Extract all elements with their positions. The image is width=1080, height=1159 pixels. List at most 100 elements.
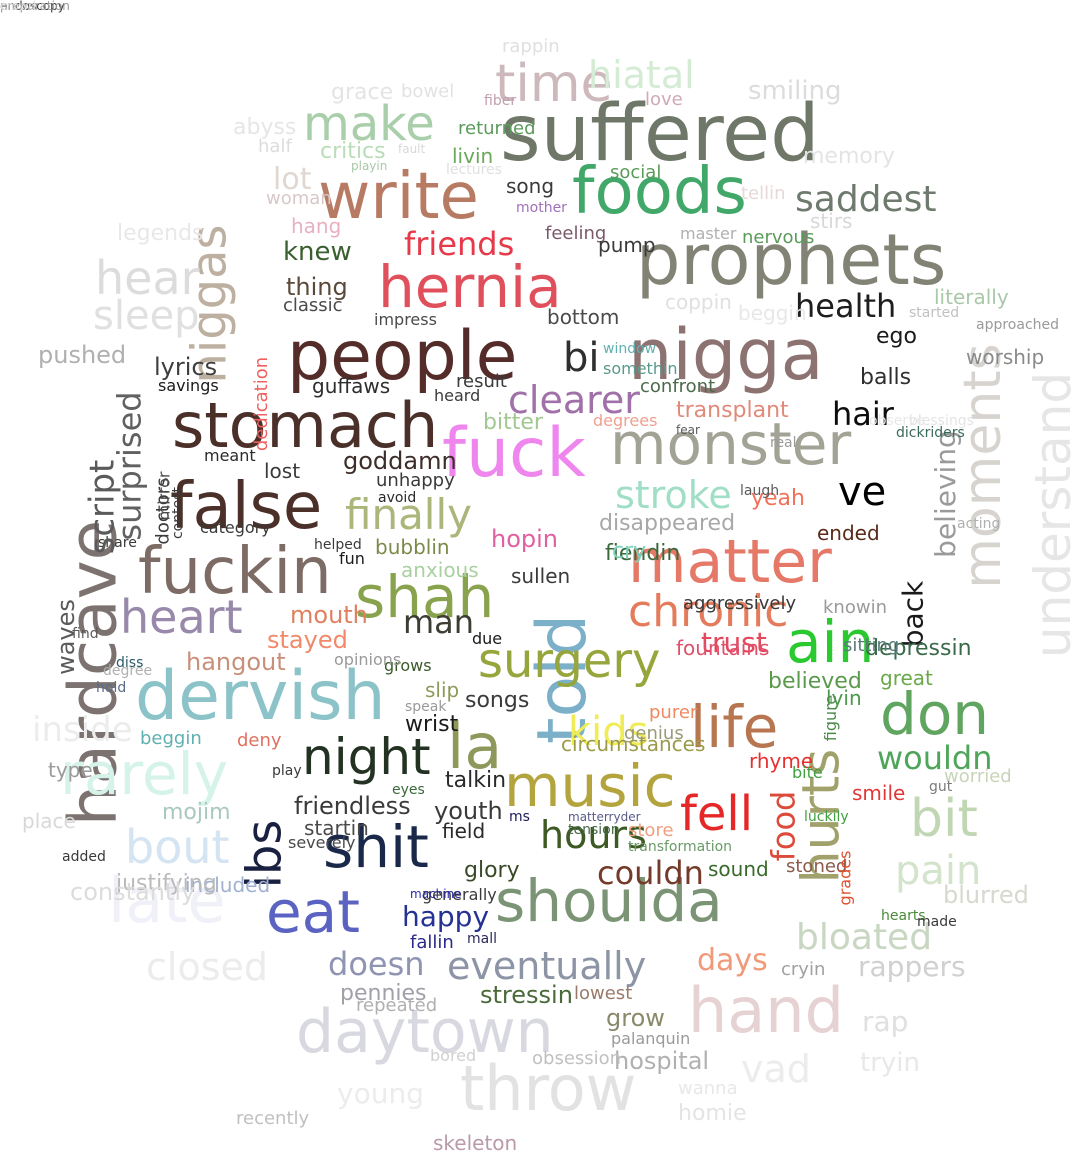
word-sound: sound — [708, 857, 769, 881]
word-rhyme: rhyme — [749, 749, 814, 773]
word-contest: contest — [170, 486, 187, 540]
word-write: write — [318, 160, 479, 234]
word-fiendin: fiendin — [605, 541, 681, 566]
word-grades: grades — [835, 850, 855, 906]
word-hours: hours — [540, 813, 647, 857]
word-anxious: anxious — [401, 558, 479, 582]
word-grows: grows — [384, 656, 432, 675]
word-stressin: stressin — [480, 981, 573, 1009]
word-purer: purer — [649, 702, 698, 723]
word-pushed: pushed — [38, 341, 127, 369]
word-bi: bi — [563, 335, 600, 381]
word-closed: closed — [146, 945, 268, 989]
word-fuckin: fuckin — [138, 535, 332, 609]
word-sullen: sullen — [511, 564, 571, 588]
word-heart: heart — [120, 590, 243, 644]
word-laugh: laugh — [740, 483, 780, 499]
word-yeah: yeah — [751, 486, 805, 511]
word-foods: foods — [572, 155, 747, 229]
word-young: young — [337, 1077, 424, 1110]
word-hopin: hopin — [491, 525, 559, 553]
word-palanquin: palanquin — [611, 1029, 691, 1048]
word-legends: legends — [117, 221, 204, 246]
word-bottom: bottom — [547, 305, 620, 329]
word-helped: helped — [314, 537, 362, 553]
word-people: people — [287, 317, 518, 396]
word-hearts: hearts — [881, 908, 926, 924]
word-repeated: repeated — [356, 995, 438, 1016]
word-generally: generally — [422, 885, 497, 904]
word-suffered: suffered — [500, 89, 820, 179]
word-sitting: sitting — [843, 635, 900, 656]
word-believing: believing — [928, 430, 962, 558]
word-sleep: sleep — [93, 293, 200, 339]
word-preparation: preparation — [0, 0, 70, 13]
word-surgery: surgery — [478, 633, 661, 689]
word-matter: matter — [628, 527, 832, 597]
word-food: food — [764, 790, 803, 862]
word-literally: literally — [934, 285, 1009, 309]
word-music: music — [504, 752, 676, 820]
word-started: started — [909, 305, 960, 321]
word-slip: slip — [425, 678, 460, 702]
word-degrees: degrees — [593, 411, 658, 430]
word-due: due — [472, 629, 503, 648]
word-cryin: cryin — [781, 959, 826, 980]
word-beggin: beggin — [140, 728, 202, 749]
word-startin: startin — [304, 816, 369, 840]
word-obsession: obsession — [532, 1048, 622, 1069]
word-friendless: friendless — [294, 792, 411, 820]
word-nigga: nigga — [628, 314, 824, 396]
word-worship: worship — [966, 345, 1045, 369]
word-songs: songs — [465, 688, 530, 713]
word-bite: bite — [792, 763, 823, 782]
word-field: field — [442, 819, 486, 843]
word-lyin: lyin — [826, 686, 862, 710]
word-glory: glory — [464, 858, 520, 883]
word-beggin: beggin — [738, 301, 807, 325]
word-unhappy: unhappy — [376, 470, 455, 491]
word-eventually: eventually — [447, 944, 647, 988]
word-circumstances: circumstances — [561, 732, 706, 756]
word-homie: homie — [678, 1101, 747, 1126]
word-tellin: tellin — [741, 183, 786, 204]
word-store: store — [628, 820, 674, 841]
word-memory: memory — [803, 144, 895, 169]
word-love: love — [645, 89, 683, 110]
word-guffaws: guffaws — [312, 374, 391, 398]
word-trust: trust — [701, 626, 767, 659]
word-type: type — [48, 758, 93, 782]
word-fault: fault — [398, 142, 426, 156]
word-fuck: fuck — [442, 414, 586, 493]
word-savings: savings — [158, 376, 219, 395]
word-aggressively: aggressively — [683, 593, 797, 614]
word-tension: tension — [568, 822, 620, 838]
word-script: script — [82, 459, 123, 555]
word-skeleton: skeleton — [433, 1131, 518, 1155]
word-window: window — [603, 341, 657, 357]
word-justifying: justifying — [116, 871, 217, 896]
word-happy: happy — [402, 900, 490, 933]
word-mojim: mojim — [162, 800, 231, 825]
word-fell: fell — [680, 786, 754, 842]
word-time: time — [495, 54, 613, 114]
word-vad: vad — [741, 1047, 811, 1091]
word-inside: inside — [32, 710, 133, 750]
word-song: song — [506, 174, 555, 198]
word-cry: cry — [612, 539, 647, 564]
word-chronic: chronic — [628, 586, 789, 637]
word-bloated: bloated — [796, 917, 933, 958]
word-talkin: talkin — [445, 768, 507, 793]
word-stirs: stirs — [810, 209, 853, 233]
word-master: master — [680, 224, 737, 243]
word-lowest: lowest — [574, 983, 633, 1004]
word-matterryder: matterryder — [568, 810, 641, 824]
word-degree: degree — [103, 663, 153, 679]
word-understand: understand — [1023, 371, 1080, 659]
word-doesn: doesn — [328, 945, 425, 983]
word-hernia: hernia — [378, 253, 562, 321]
word-transformation: transformation — [628, 839, 733, 855]
word-worried: worried — [944, 766, 1012, 787]
word-lot: lot — [273, 162, 312, 197]
word-grow: grow — [606, 1004, 665, 1032]
